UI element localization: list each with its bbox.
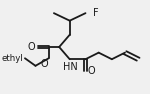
Text: F: F [93,8,99,18]
Text: O: O [40,59,48,69]
Text: O: O [27,42,35,52]
Text: ethyl: ethyl [2,54,24,63]
Text: HN: HN [63,62,78,72]
Text: O: O [88,66,96,76]
